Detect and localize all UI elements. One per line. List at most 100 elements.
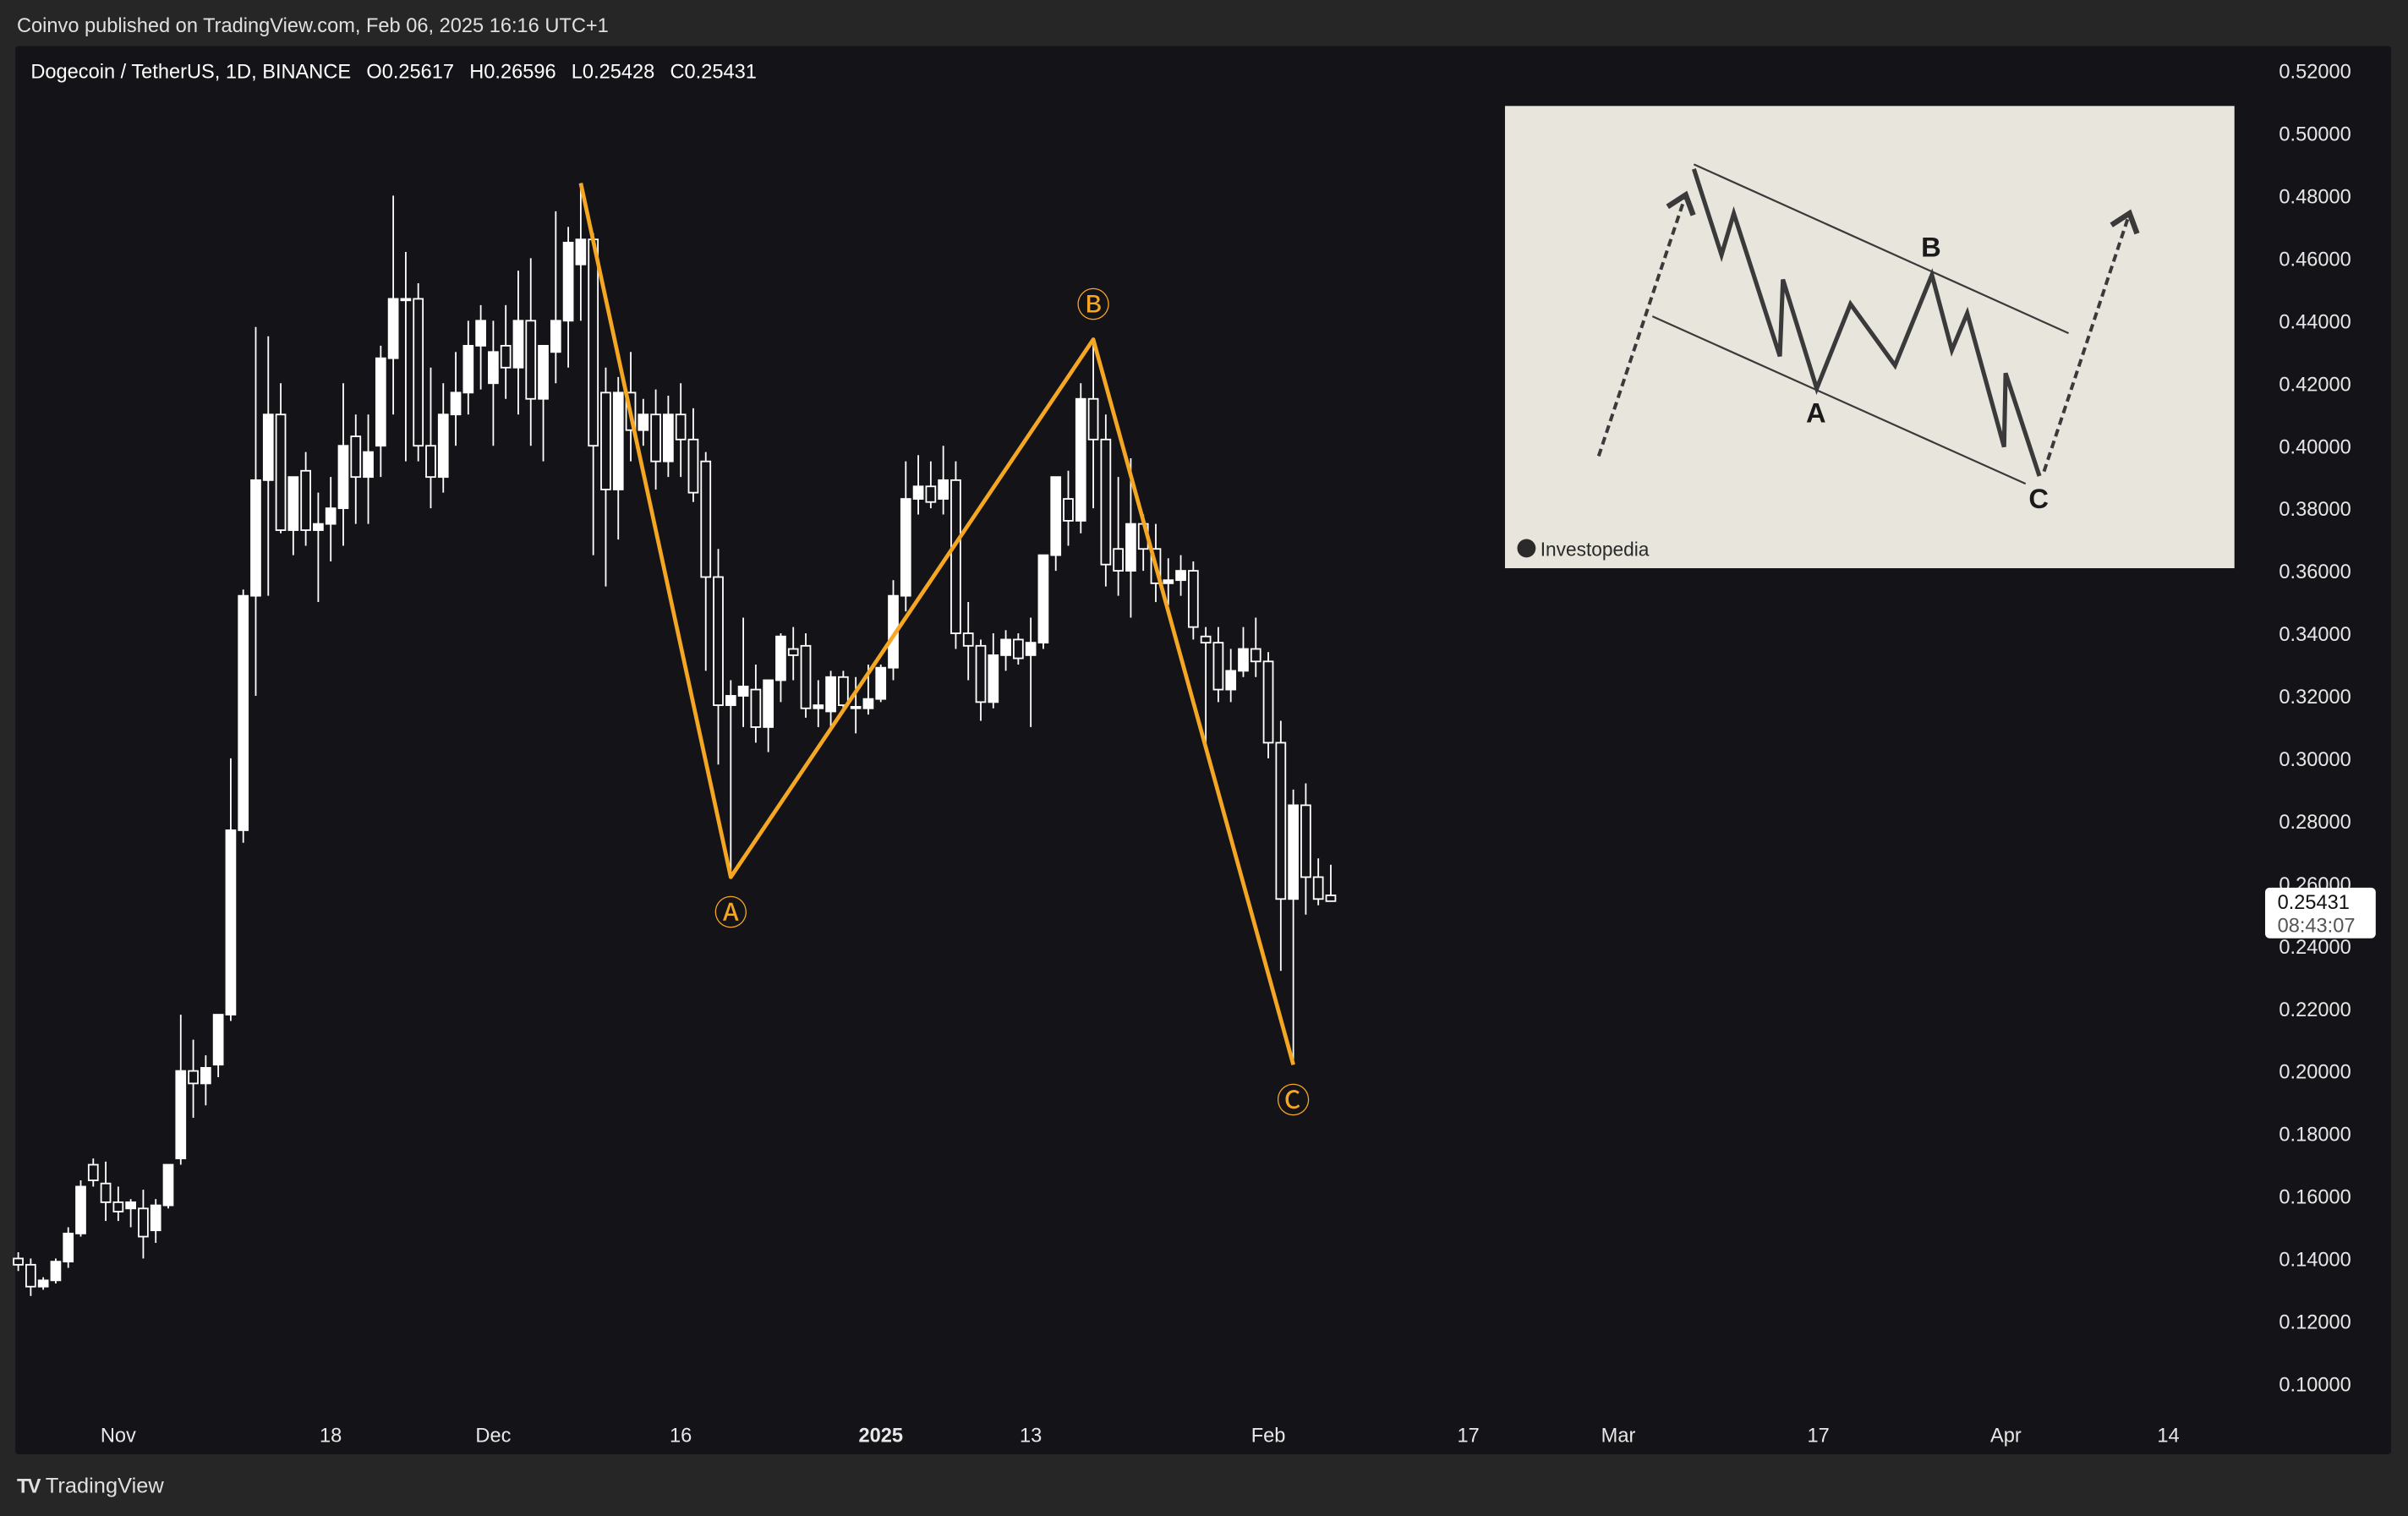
candle-body-down [525, 320, 537, 400]
candle-body-up [250, 479, 261, 597]
candle [1100, 414, 1112, 587]
candle [375, 345, 386, 478]
candle-body-up [363, 451, 374, 479]
candle-body-down [112, 1201, 124, 1212]
candle [1288, 789, 1299, 1065]
candle-body-up [1000, 638, 1011, 656]
candle [575, 183, 587, 321]
candle [1238, 627, 1249, 677]
candle-body-down [13, 1257, 24, 1266]
candle [1063, 470, 1074, 546]
footer-brand[interactable]: TV TradingView [17, 1473, 164, 1497]
candle-body-up [638, 413, 649, 431]
candle-body-down [800, 644, 812, 709]
candle-body-down [275, 413, 287, 531]
candle-body-down [350, 435, 362, 479]
candle-body-down [950, 479, 961, 634]
candle-body-up [462, 344, 474, 394]
candle [1262, 652, 1274, 758]
candle [300, 452, 311, 546]
candle [75, 1180, 86, 1237]
label-b: B [1921, 231, 1941, 262]
candle [475, 304, 486, 390]
candle [1087, 339, 1099, 509]
wave-label-1: Ⓐ [714, 895, 747, 933]
candle-body-up [737, 685, 749, 697]
candle [612, 376, 624, 540]
candle-body-up [175, 1070, 187, 1160]
candle-body-up [1238, 648, 1249, 672]
candle-body-up [575, 238, 587, 265]
candle [687, 408, 699, 502]
tradingview-logo-icon: TV [16, 1473, 41, 1497]
candle [1187, 561, 1199, 640]
candle-body-up [1025, 642, 1037, 656]
candle [125, 1199, 136, 1228]
candle-body-up [725, 695, 736, 706]
candle [1025, 617, 1037, 727]
candle-body-down [925, 485, 937, 503]
label-a: A [1806, 397, 1826, 428]
candle-body-up [1075, 397, 1086, 522]
ohlc-open: O0.25617 [366, 59, 455, 84]
candle [750, 664, 762, 743]
channel-lower-line [1651, 315, 2027, 485]
candle-body-up [850, 705, 862, 709]
candle-body-down [1250, 648, 1261, 663]
candle [387, 195, 399, 415]
candle [287, 476, 299, 556]
candle-body-up [1288, 804, 1299, 900]
candle [1225, 649, 1237, 703]
time-tick-label: 13 [1020, 1426, 1042, 1448]
candle [875, 664, 887, 703]
investopedia-logo-icon [1517, 539, 1536, 558]
candle-body-down [750, 688, 762, 728]
candle-body-up [900, 498, 911, 597]
symbol-legend: Dogecoin / TetherUS, 1D, BINANCE O0.25617… [30, 60, 772, 83]
candle [50, 1258, 62, 1284]
candle [1000, 630, 1011, 671]
candle [262, 336, 274, 596]
candle [700, 452, 712, 671]
ohlc-low: L0.25428 [571, 59, 655, 84]
candle [313, 492, 324, 603]
price-tick-label: 0.42000 [2279, 374, 2351, 396]
candle [175, 1015, 187, 1165]
time-tick-label: Dec [475, 1426, 511, 1448]
dashed-arrow-left [1596, 190, 1696, 457]
candle-body-down [713, 576, 724, 706]
candle-body-up [988, 654, 999, 703]
candle-body-down [1325, 895, 1337, 902]
candle [488, 320, 499, 446]
candle-body-up [562, 241, 574, 322]
candle [1012, 633, 1024, 665]
candle-body-up [1225, 670, 1237, 691]
candle [1325, 864, 1337, 902]
candle [650, 389, 661, 490]
candle-body-up [1037, 554, 1049, 644]
candle-body-up [875, 666, 887, 700]
candle-body-down [1200, 635, 1212, 644]
candle-body-up [1125, 523, 1136, 572]
candle-body-down [1113, 548, 1124, 572]
candle-body-down [588, 238, 599, 447]
investopedia-abc-diagram: A B C Investopedia [1504, 106, 2235, 569]
candle-body-up [375, 357, 386, 447]
price-tick-label: 0.34000 [2279, 624, 2351, 646]
candle-body-down [1275, 742, 1287, 900]
candle [725, 680, 736, 878]
time-tick-label: 17 [1807, 1426, 1829, 1448]
candle-body-down [650, 413, 661, 462]
candle-body-down [600, 391, 611, 490]
candle [275, 383, 287, 534]
candle-body-down [1087, 397, 1099, 441]
candle [325, 477, 337, 561]
candle-body-up [612, 391, 624, 490]
candle-body-down [787, 648, 799, 656]
candle-body-down [1300, 804, 1311, 878]
price-tick-label: 0.16000 [2279, 1187, 2351, 1209]
bar-countdown: 08:43:07 [2277, 913, 2356, 937]
candle-body-down [188, 1070, 199, 1085]
